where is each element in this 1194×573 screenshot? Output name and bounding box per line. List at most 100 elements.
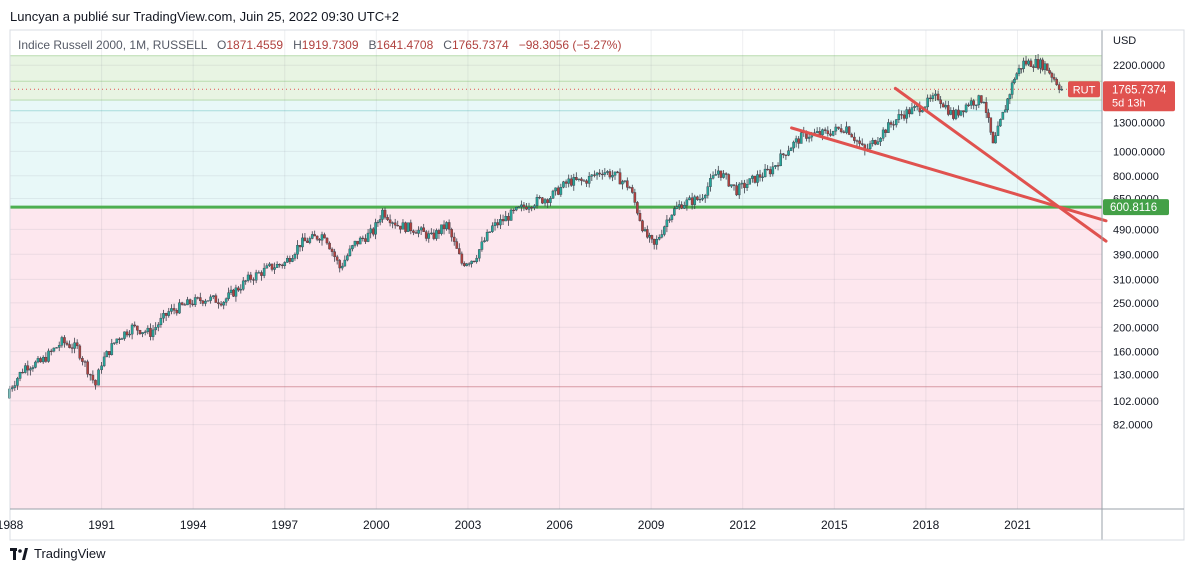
candle-body [29, 368, 32, 371]
candle-body [512, 209, 516, 211]
candle-body [100, 365, 103, 371]
candle-body [214, 295, 218, 303]
candle-body [1060, 89, 1064, 91]
candle [330, 247, 334, 257]
candle-body [172, 308, 176, 311]
candle-body [437, 230, 441, 234]
candle-body [175, 310, 179, 314]
candle [784, 154, 788, 160]
candle-body [643, 229, 647, 232]
candle [944, 100, 948, 110]
candle-body [792, 141, 795, 149]
candle [217, 298, 220, 309]
candle [554, 187, 557, 196]
candle [514, 206, 518, 212]
candle-body [618, 172, 622, 185]
level-tag[interactable] [1103, 199, 1169, 216]
candle-body [722, 173, 725, 178]
candle-body [535, 196, 539, 206]
candle-body [663, 226, 666, 235]
candle-body [789, 147, 793, 151]
candle-body [569, 178, 573, 186]
candle-body [876, 141, 880, 145]
candle-body [567, 178, 570, 184]
candle [488, 231, 492, 233]
candle-body [987, 112, 990, 118]
candle [412, 229, 415, 236]
candle [962, 110, 965, 118]
candle-body [315, 235, 319, 240]
candle [680, 201, 683, 210]
candle [974, 104, 978, 111]
candle [167, 307, 171, 318]
candle [987, 108, 990, 123]
symbol-name[interactable]: Indice Russell 2000, 1M, RUSSELL [18, 38, 207, 52]
candle-body [298, 244, 302, 248]
candle [748, 178, 751, 185]
candle-body [517, 206, 521, 208]
trend-line-2[interactable] [893, 86, 1108, 243]
candle-body [905, 109, 909, 119]
change-value: −98.3056 (−5.27%) [518, 38, 622, 52]
candle [1027, 58, 1030, 67]
candle-body [1057, 84, 1061, 90]
candle-body [26, 365, 30, 371]
candle [665, 215, 669, 233]
time-tick-label: 1988 [0, 518, 24, 532]
candle-body [1013, 79, 1016, 83]
candle-body [675, 206, 679, 209]
last-price-label: 1765.7374 [1112, 84, 1167, 96]
candle [719, 170, 723, 181]
price-axis[interactable]: USD2200.00001300.00001000.0000800.000065… [9, 29, 1185, 541]
candle-body [136, 325, 139, 331]
candle-body [598, 172, 601, 175]
candle [306, 237, 309, 243]
candle-body [34, 361, 37, 368]
candle-body [201, 300, 205, 304]
brand-footer[interactable]: TradingView [10, 546, 106, 561]
candle [270, 263, 274, 272]
candle-body [412, 230, 415, 233]
candle [771, 162, 775, 177]
candle-body [193, 297, 197, 306]
candle [493, 218, 497, 231]
price-tick-label: 490.0000 [1113, 224, 1159, 236]
candle [533, 204, 536, 211]
candle [1029, 58, 1033, 67]
candle-body [868, 143, 872, 150]
trend-line-1[interactable] [790, 126, 1108, 223]
candle-body [533, 205, 536, 208]
candle-body [191, 303, 194, 306]
last-price-tag[interactable] [1103, 81, 1175, 112]
candle-body [404, 222, 407, 232]
candle-body [1008, 94, 1012, 100]
candle [535, 194, 539, 209]
candle [931, 92, 935, 102]
candle-body [977, 95, 981, 106]
candle [652, 238, 656, 250]
time-axis[interactable]: 1988 1991 1994 1997 2000 2003 2006 2009 2012 2015… [0, 508, 1184, 532]
price-tick-label: 250.0000 [1113, 298, 1159, 310]
candle-body [280, 264, 284, 266]
zone-top [9, 55, 1103, 101]
candle-body [946, 105, 950, 115]
candle [97, 368, 100, 386]
candle [52, 347, 56, 353]
candle [477, 249, 481, 262]
candle-body [623, 180, 627, 182]
candle [761, 172, 764, 182]
candle [834, 123, 838, 136]
candle [386, 214, 389, 222]
candle [829, 129, 832, 137]
candle-body [318, 239, 321, 241]
candle [1022, 57, 1025, 73]
candle [845, 121, 848, 135]
candle-body [275, 264, 279, 268]
candle-body [837, 126, 840, 129]
candle [47, 348, 50, 363]
candle [745, 179, 749, 191]
symbol-tag[interactable] [1068, 81, 1100, 98]
candle [889, 120, 893, 128]
candle [401, 219, 405, 230]
